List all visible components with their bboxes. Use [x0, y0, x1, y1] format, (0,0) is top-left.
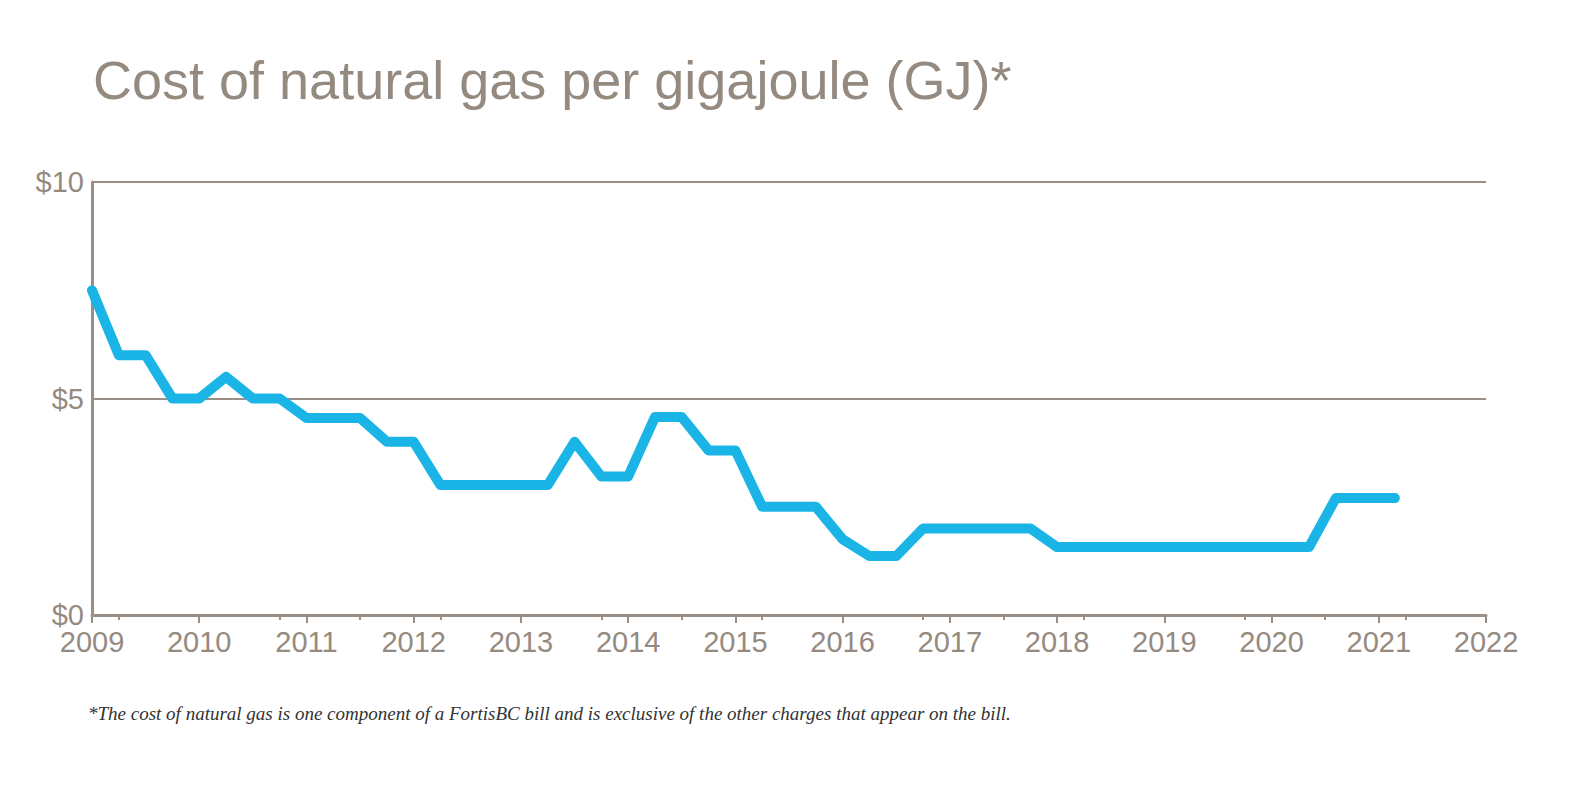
svg-text:2013: 2013 — [489, 626, 554, 658]
svg-text:2010: 2010 — [167, 626, 232, 658]
svg-text:2017: 2017 — [918, 626, 983, 658]
svg-text:2011: 2011 — [275, 626, 337, 658]
svg-text:$10: $10 — [36, 166, 84, 198]
svg-text:2012: 2012 — [381, 626, 446, 658]
svg-text:2020: 2020 — [1239, 626, 1304, 658]
svg-text:2016: 2016 — [810, 626, 875, 658]
svg-text:2018: 2018 — [1025, 626, 1090, 658]
svg-text:2009: 2009 — [60, 626, 125, 658]
svg-text:$5: $5 — [52, 383, 84, 415]
svg-text:$0: $0 — [51, 599, 84, 631]
svg-text:2022: 2022 — [1454, 626, 1519, 658]
svg-text:2015: 2015 — [703, 626, 768, 658]
svg-text:Cost of natural gas per gigajo: Cost of natural gas per gigajoule (GJ)* — [93, 50, 1011, 110]
svg-text:2014: 2014 — [596, 626, 661, 658]
svg-text:*The cost of natural gas is on: *The cost of natural gas is one componen… — [88, 703, 1011, 724]
svg-text:2019: 2019 — [1132, 626, 1197, 658]
svg-text:2021: 2021 — [1347, 626, 1412, 658]
